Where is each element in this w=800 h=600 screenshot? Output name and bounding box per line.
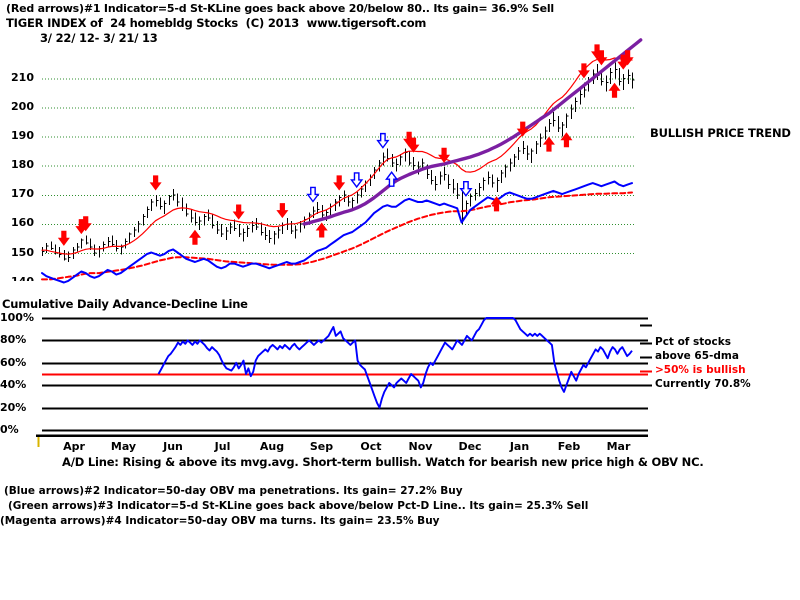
index-title: TIGER INDEX of 24 homebldg Stocks (C) 20…	[6, 16, 427, 30]
ad-y-tick: 60%	[0, 355, 27, 369]
price-y-tick: 180	[11, 158, 34, 172]
legend-pct-of-stocks: Pct of stocks	[655, 336, 731, 348]
x-axis-month-label: Aug	[259, 440, 285, 453]
x-axis-month-label: Apr	[63, 440, 85, 453]
ad-y-tick: 80%	[0, 332, 27, 346]
x-axis-month-label: Oct	[360, 440, 382, 453]
price-y-tick: 170	[11, 187, 34, 201]
x-axis-month-label: Jun	[163, 440, 183, 453]
indicator-3-footnote: (Green arrows)#3 Indicator=5-d St-KLine …	[8, 500, 589, 512]
bullish-price-trend-label: BULLISH PRICE TREND	[650, 126, 791, 140]
legend-bullish-threshold: >50% is bullish	[655, 364, 746, 376]
price-y-tick: 210	[11, 70, 34, 84]
x-axis-month-label: Sep	[309, 440, 334, 453]
indicator-1-headline: (Red arrows)#1 Indicator=5-d St-KLine go…	[6, 2, 554, 15]
price-y-tick: 160	[11, 216, 34, 230]
ad-line-note: A/D Line: Rising & above its mvg.avg. Sh…	[62, 455, 704, 469]
x-axis-month-label: May	[110, 440, 137, 453]
ad-y-tick: 20%	[0, 400, 27, 414]
ad-panel-title: Cumulative Daily Advance-Decline Line	[2, 297, 248, 311]
x-axis-month-label: Feb	[557, 440, 581, 453]
x-axis-month-label: Nov	[408, 440, 433, 453]
ad-y-tick: 40%	[0, 377, 27, 391]
ad-y-tick: 0%	[0, 422, 19, 436]
x-axis-month-label: Jan	[509, 440, 530, 453]
price-y-tick: 150	[11, 245, 34, 259]
legend-above-65dma: above 65-dma	[655, 350, 739, 362]
price-y-tick: 200	[11, 99, 34, 113]
x-axis-month-label: Mar	[606, 440, 631, 453]
x-axis-month-label: Dec	[458, 440, 482, 453]
indicator-2-footnote: (Blue arrows)#2 Indicator=50-day OBV ma …	[4, 485, 463, 497]
indicator-4-footnote: (Magenta arrows)#4 Indicator=50-day OBV …	[0, 515, 440, 527]
price-y-tick-partial: 140	[0, 275, 34, 281]
x-axis-month-label: Jul	[214, 440, 231, 453]
date-range: 3/ 22/ 12- 3/ 21/ 13	[40, 31, 158, 45]
ad-y-tick: 100%	[0, 310, 34, 324]
legend-current-value: Currently 70.8%	[655, 378, 751, 390]
price-y-tick: 190	[11, 129, 34, 143]
